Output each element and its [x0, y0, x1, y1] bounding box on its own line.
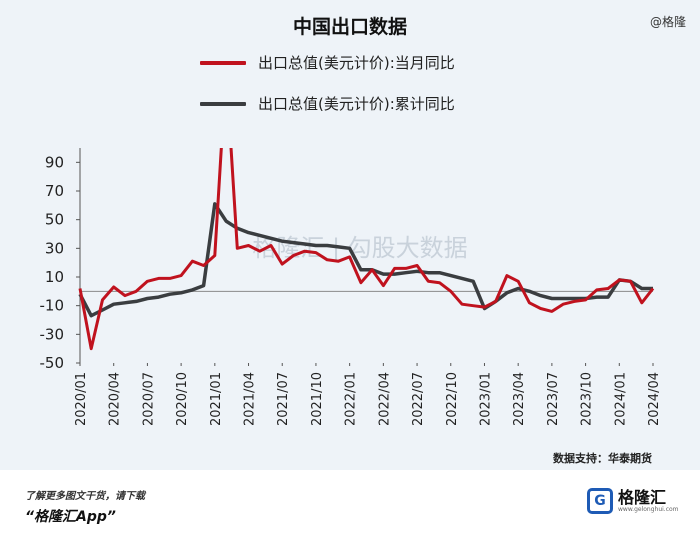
brand[interactable]: G 格隆汇 www.gelonghui.com — [587, 488, 679, 514]
x-tick-label: 2022/10 — [445, 372, 460, 426]
brand-url: www.gelonghui.com — [618, 505, 679, 513]
x-tick-label: 2021/10 — [310, 372, 325, 426]
x-tick-label: 2020/01 — [74, 372, 89, 426]
x-tick-label: 2021/01 — [209, 372, 224, 426]
footer: 了解更多图文干货，请下载 “格隆汇App” G 格隆汇 www.gelonghu… — [0, 470, 700, 539]
x-tick-label: 2021/04 — [243, 372, 258, 426]
line-chart: 格隆汇 | 勾股大数据 90 70 50 30 10 -10 -30 -50 2020/01 202… — [40, 148, 662, 426]
y-tick-label: -10 — [40, 297, 65, 315]
x-tick-label: 2022/01 — [344, 372, 359, 426]
legend-item-cumulative: 出口总值(美元计价):累计同比 — [200, 93, 455, 114]
x-tick-label: 2020/04 — [108, 372, 123, 426]
x-tick-label: 2024/01 — [613, 372, 628, 426]
x-tick-label: 2023/01 — [478, 372, 493, 426]
legend-label-cumulative: 出口总值(美元计价):累计同比 — [258, 95, 455, 113]
y-tick-label: 90 — [45, 153, 64, 171]
legend-swatch-monthly — [200, 60, 246, 65]
brand-name: 格隆汇 — [618, 487, 667, 507]
download-prompt: 了解更多图文干货，请下载 — [25, 491, 145, 502]
legend-label-monthly: 出口总值(美元计价):当月同比 — [258, 54, 455, 72]
y-tick-label: 50 — [45, 211, 64, 229]
watermark: 格隆汇 | 勾股大数据 — [252, 234, 467, 262]
series-line-cumulative — [78, 202, 653, 318]
y-tick-label: 30 — [45, 239, 64, 257]
x-tick-label: 2024/04 — [647, 372, 662, 426]
chart-card: 中国出口数据 @格隆 出口总值(美元计价):当月同比 出口总值(美元计价):累计… — [0, 0, 700, 470]
source-note: 数据支持：华泰期货 — [553, 452, 652, 465]
x-tick-label: 2020/10 — [175, 372, 190, 426]
x-tick-label: 2023/07 — [546, 372, 561, 426]
legend-item-monthly: 出口总值(美元计价):当月同比 — [200, 52, 455, 73]
x-tick-label: 2023/10 — [580, 372, 595, 426]
y-tick-label: -30 — [40, 325, 65, 343]
y-tick-label: -50 — [40, 354, 65, 372]
series-line-monthly — [78, 148, 655, 351]
y-tick-label: 10 — [45, 268, 64, 286]
x-tick-label: 2022/04 — [377, 372, 392, 426]
brand-logo-icon: G — [587, 488, 613, 514]
y-tick-label: 70 — [45, 182, 64, 200]
x-tick-label: 2022/07 — [411, 372, 426, 426]
x-tick-label: 2020/07 — [141, 372, 156, 426]
chart-title: 中国出口数据 — [292, 16, 407, 38]
corner-tag: @格隆 — [649, 15, 686, 29]
x-tick-label: 2021/07 — [276, 372, 291, 426]
app-name: “格隆汇App” — [25, 509, 116, 525]
x-tick-label: 2023/04 — [512, 372, 527, 426]
legend-swatch-cumulative — [200, 101, 246, 106]
